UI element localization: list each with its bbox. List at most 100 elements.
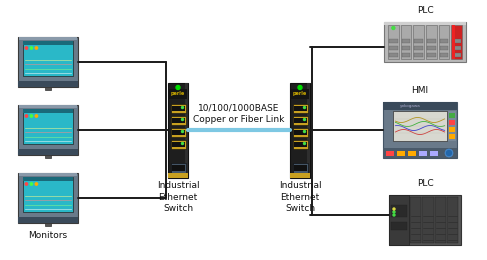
- Circle shape: [393, 211, 395, 213]
- FancyBboxPatch shape: [401, 25, 412, 59]
- FancyBboxPatch shape: [171, 142, 185, 147]
- FancyBboxPatch shape: [414, 39, 423, 43]
- FancyBboxPatch shape: [440, 39, 449, 43]
- FancyBboxPatch shape: [23, 109, 73, 113]
- FancyBboxPatch shape: [449, 134, 455, 139]
- FancyBboxPatch shape: [388, 25, 399, 59]
- Circle shape: [25, 183, 28, 185]
- FancyBboxPatch shape: [386, 151, 394, 156]
- Circle shape: [392, 27, 395, 29]
- Circle shape: [182, 131, 184, 133]
- FancyBboxPatch shape: [170, 104, 186, 113]
- FancyBboxPatch shape: [23, 109, 73, 144]
- FancyBboxPatch shape: [449, 120, 455, 125]
- FancyBboxPatch shape: [293, 162, 307, 172]
- FancyBboxPatch shape: [18, 105, 78, 155]
- FancyBboxPatch shape: [293, 104, 307, 113]
- FancyBboxPatch shape: [170, 128, 186, 137]
- Text: yokogawa: yokogawa: [400, 104, 420, 108]
- FancyBboxPatch shape: [389, 46, 398, 50]
- Circle shape: [182, 107, 184, 108]
- Text: Monitors: Monitors: [28, 231, 68, 240]
- Circle shape: [303, 119, 305, 120]
- FancyBboxPatch shape: [448, 112, 456, 141]
- FancyBboxPatch shape: [384, 22, 466, 62]
- Circle shape: [176, 86, 180, 89]
- FancyBboxPatch shape: [171, 106, 185, 111]
- FancyBboxPatch shape: [18, 217, 78, 223]
- FancyBboxPatch shape: [45, 155, 51, 158]
- FancyBboxPatch shape: [384, 22, 466, 25]
- FancyBboxPatch shape: [18, 149, 78, 155]
- FancyBboxPatch shape: [439, 25, 450, 59]
- Text: 10/100/1000BASE
Copper or Fiber Link: 10/100/1000BASE Copper or Fiber Link: [193, 104, 285, 124]
- FancyBboxPatch shape: [19, 105, 77, 108]
- Circle shape: [25, 47, 28, 49]
- FancyBboxPatch shape: [290, 172, 310, 178]
- FancyBboxPatch shape: [391, 205, 407, 217]
- FancyBboxPatch shape: [169, 88, 187, 99]
- FancyBboxPatch shape: [307, 82, 310, 178]
- Circle shape: [30, 115, 33, 117]
- FancyBboxPatch shape: [23, 41, 73, 45]
- FancyBboxPatch shape: [19, 173, 77, 176]
- FancyBboxPatch shape: [293, 140, 307, 149]
- FancyBboxPatch shape: [449, 127, 455, 132]
- Circle shape: [393, 208, 395, 210]
- FancyBboxPatch shape: [402, 53, 411, 57]
- FancyBboxPatch shape: [383, 102, 457, 110]
- FancyBboxPatch shape: [410, 197, 421, 243]
- FancyBboxPatch shape: [452, 53, 461, 57]
- Circle shape: [447, 151, 451, 155]
- FancyBboxPatch shape: [430, 151, 438, 156]
- FancyBboxPatch shape: [393, 112, 447, 141]
- FancyBboxPatch shape: [397, 151, 405, 156]
- FancyBboxPatch shape: [402, 39, 411, 43]
- FancyBboxPatch shape: [23, 177, 73, 181]
- Circle shape: [303, 107, 305, 108]
- FancyBboxPatch shape: [170, 162, 186, 172]
- FancyBboxPatch shape: [168, 172, 188, 178]
- FancyBboxPatch shape: [18, 37, 78, 87]
- FancyBboxPatch shape: [427, 53, 436, 57]
- FancyBboxPatch shape: [452, 25, 455, 59]
- FancyBboxPatch shape: [45, 87, 51, 90]
- FancyBboxPatch shape: [440, 46, 449, 50]
- FancyBboxPatch shape: [294, 142, 306, 147]
- FancyBboxPatch shape: [402, 46, 411, 50]
- FancyBboxPatch shape: [294, 106, 306, 111]
- FancyBboxPatch shape: [23, 41, 73, 76]
- Circle shape: [182, 119, 184, 120]
- FancyBboxPatch shape: [170, 140, 186, 149]
- Circle shape: [25, 115, 28, 117]
- FancyBboxPatch shape: [413, 25, 424, 59]
- Text: PLC: PLC: [417, 179, 433, 188]
- FancyBboxPatch shape: [294, 165, 306, 171]
- FancyBboxPatch shape: [383, 102, 457, 158]
- Circle shape: [30, 183, 33, 185]
- FancyBboxPatch shape: [291, 88, 309, 99]
- Text: perle: perle: [293, 91, 307, 96]
- FancyBboxPatch shape: [414, 53, 423, 57]
- Circle shape: [303, 142, 305, 145]
- Circle shape: [393, 214, 395, 216]
- FancyBboxPatch shape: [451, 25, 462, 59]
- Text: HMI: HMI: [412, 86, 429, 95]
- Text: perle: perle: [171, 91, 185, 96]
- FancyBboxPatch shape: [294, 130, 306, 135]
- FancyBboxPatch shape: [389, 195, 409, 245]
- Circle shape: [298, 86, 302, 89]
- FancyBboxPatch shape: [449, 113, 455, 118]
- FancyBboxPatch shape: [168, 82, 188, 178]
- FancyBboxPatch shape: [452, 39, 461, 43]
- FancyBboxPatch shape: [383, 148, 457, 158]
- FancyBboxPatch shape: [23, 177, 73, 212]
- FancyBboxPatch shape: [293, 128, 307, 137]
- Circle shape: [445, 149, 453, 157]
- FancyBboxPatch shape: [391, 222, 407, 230]
- FancyBboxPatch shape: [18, 81, 78, 87]
- FancyBboxPatch shape: [447, 197, 458, 243]
- FancyBboxPatch shape: [419, 151, 427, 156]
- FancyBboxPatch shape: [422, 197, 433, 243]
- FancyBboxPatch shape: [389, 195, 461, 245]
